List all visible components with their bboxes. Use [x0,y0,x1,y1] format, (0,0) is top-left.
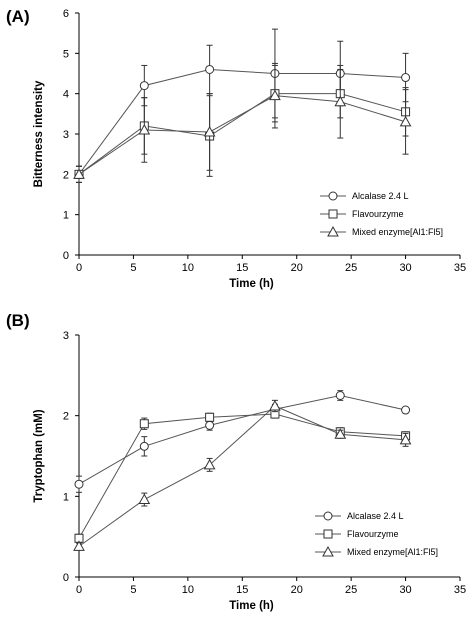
series-line [78,413,406,539]
legend-label: Mixed enzyme[Al1:Fl5] [347,547,438,557]
y-axis-title: Tryptophan (mM) [33,409,45,502]
y-tick-label: 0 [63,572,69,584]
data-point [335,391,345,400]
legend: Alcalase 2.4 L Flavourzyme Mixed enzyme[Al… [320,191,443,237]
x-axis-title: Time (h) [229,278,274,290]
x-tick-label: 5 [130,584,136,596]
series-triangle [73,399,412,551]
panel-a-label: (A) [6,7,30,26]
series-line [78,68,406,175]
data-point [139,419,149,429]
x-tick-label: 35 [454,262,466,274]
x-tick-label: 5 [130,262,136,274]
series-circle [74,390,411,493]
x-tick-label: 30 [399,584,411,596]
series-line [78,394,406,485]
y-tick-label: 6 [63,8,69,20]
legend-marker [323,511,333,521]
series-square [74,64,411,183]
series-line [78,93,406,175]
y-tick-label: 5 [63,48,69,60]
data-point [399,433,412,445]
x-axis-title: Time (h) [229,600,274,612]
y-tick-label: 4 [63,89,69,101]
y-tick-label: 2 [63,411,69,423]
series-triangle [73,62,412,183]
data-point [401,73,411,83]
legend-marker [328,191,338,201]
legend-label: Flavourzyme [352,209,404,219]
legend-marker [323,529,333,539]
data-point [203,125,216,137]
data-point [269,399,281,411]
x-tick-label: 25 [345,584,357,596]
legend: Alcalase 2.4 L Flavourzyme Mixed enzyme[Al… [315,511,438,557]
y-axis-title: Bitterness intensity [33,80,45,187]
data-point [138,123,151,135]
legend-label: Alcalase 2.4 L [347,511,404,521]
x-tick-label: 25 [345,262,357,274]
y-tick-label: 1 [63,491,69,503]
y-tick-label: 3 [63,129,69,141]
x-tick-label: 35 [454,584,466,596]
legend-marker [328,209,338,219]
x-tick-label: 15 [236,584,248,596]
data-point [139,81,149,91]
series-line [78,95,406,175]
x-tick-label: 20 [291,262,303,274]
legend-label: Mixed enzyme[Al1:Fl5] [352,227,443,237]
data-point [334,95,347,107]
data-point [269,89,281,101]
panel-b: (B) 0 5 10 15 20 25 30 35 0 1 2 3 Time (h) Tryptophan… [6,311,466,612]
x-tick-label: 15 [236,262,248,274]
x-tick-label: 20 [291,584,303,596]
data-point [399,115,412,127]
legend-label: Alcalase 2.4 L [352,191,409,201]
data-point [139,441,149,451]
data-point [74,479,84,489]
y-tick-label: 2 [63,169,69,181]
data-point [73,540,85,551]
y-tick-label: 1 [63,210,69,222]
x-tick-label: 10 [182,584,194,596]
data-point [203,458,216,470]
x-tick-label: 0 [76,262,82,274]
legend-marker [322,545,334,557]
legend-label: Flavourzyme [347,529,399,539]
series-square [74,409,411,543]
panel-b-label: (B) [6,311,30,330]
data-point [73,168,85,179]
y-tick-label: 3 [63,330,69,342]
panel-a: (A) 0 5 10 15 20 25 30 35 0 1 2 3 4 5 6 Time (h) Bittern… [6,7,466,290]
x-tick-label: 0 [76,584,82,596]
data-point [205,64,215,74]
data-point [334,428,347,439]
legend-marker [327,225,339,237]
y-tick-label: 0 [63,250,69,262]
series-circle [74,28,411,183]
x-tick-label: 30 [399,262,411,274]
data-point [138,493,151,505]
data-point [401,405,411,415]
x-tick-label: 10 [182,262,194,274]
data-point [205,420,215,430]
series-line [78,405,406,547]
data-point [205,412,215,422]
